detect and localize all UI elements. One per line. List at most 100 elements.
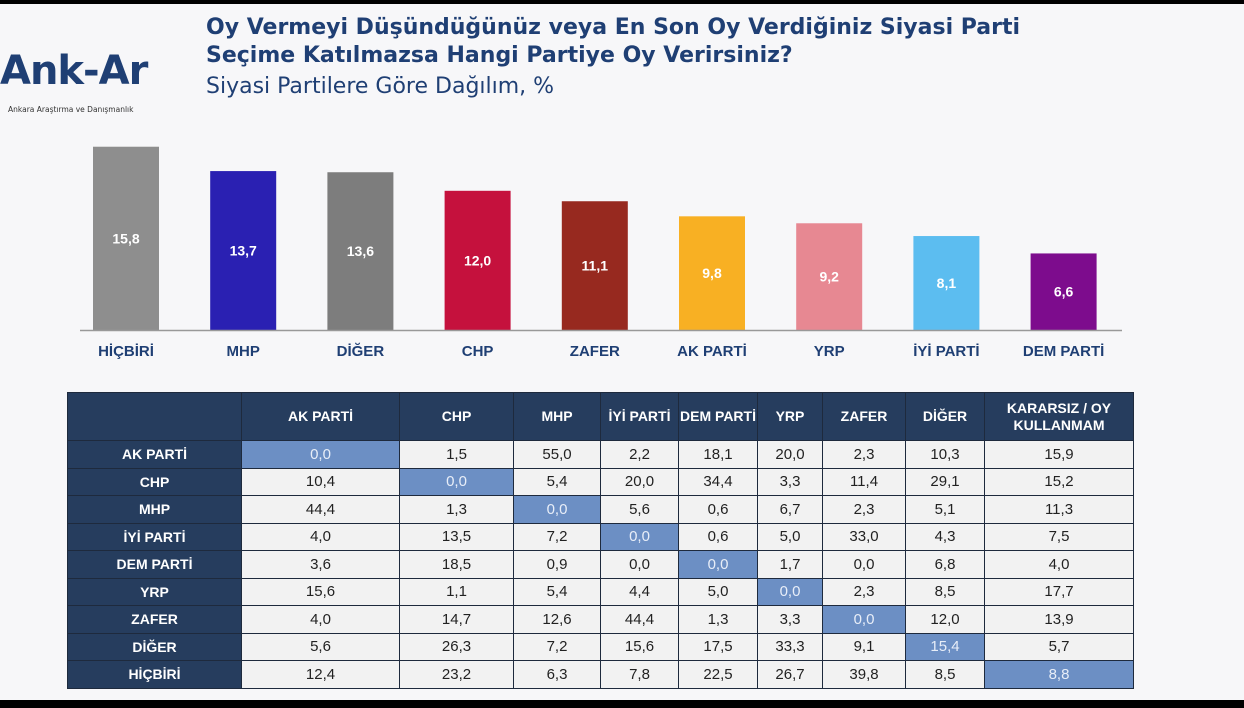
crosstab-table: AK PARTİ CHP MHP İYİ PARTİ DEM PARTİ YRP ZAFER… [67,392,1134,689]
table-cell: 14,7 [399,605,514,634]
table-cell: 2,2 [600,440,679,469]
table-cell: 18,1 [678,440,758,469]
table-cell: 0,0 [822,550,906,579]
data-label: 15,8 [112,230,139,246]
table-cell: 5,0 [678,577,758,606]
table-row: DİĞER 5,6 26,3 7,2 15,6 17,5 33,3 9,1 15,4 5,7 [67,632,1134,661]
table-cell: 7,2 [513,632,601,661]
table-cell: 0,6 [678,495,758,524]
row-header: MHP [67,495,242,524]
column-header: KARARSIZ / OY KULLANMAM [984,392,1134,441]
row-header: İYİ PARTİ [67,522,242,551]
table-cell: 5,6 [600,495,679,524]
table-cell: 44,4 [241,495,400,524]
row-header: DİĞER [67,632,242,661]
row-header: ZAFER [67,605,242,634]
table-cell: 26,3 [399,632,514,661]
table-cell: 4,4 [600,577,679,606]
table-cell: 18,5 [399,550,514,579]
table-row: YRP 15,6 1,1 5,4 4,4 5,0 0,0 2,3 8,5 17,7 [67,577,1134,606]
column-header: AK PARTİ [241,392,400,441]
table-cell: 44,4 [600,605,679,634]
logo-subtext: Ankara Araştırma ve Danışmanlık [8,105,134,114]
column-header: İYİ PARTİ [600,392,679,441]
row-header: HİÇBİRİ [67,660,242,689]
table-cell: 2,3 [822,495,906,524]
table-cell: 34,4 [678,467,758,496]
bar-chart: 15,8 HİÇBİRİ 13,7 MHP 13,6 DİĞER 12,0 CHP 11,1 ZA… [80,146,1122,360]
data-label: 9,2 [819,269,839,285]
category-label: CHP [462,343,494,360]
page-title: Oy Vermeyi Düşündüğünüz veya En Son Oy V… [206,14,1020,70]
table-cell: 3,3 [757,605,823,634]
table-cell: 12,6 [513,605,601,634]
table-cell: 9,1 [822,632,906,661]
table-cell: 0,0 [241,440,400,469]
table-row: MHP 44,4 1,3 0,0 5,6 0,6 6,7 2,3 5,1 11,3 [67,495,1134,524]
table-cell: 4,3 [905,522,985,551]
table-cell: 5,7 [984,632,1134,661]
column-header: CHP [399,392,514,441]
table-row: DEM PARTİ 3,6 18,5 0,9 0,0 0,0 1,7 0,0 6,8 4,0 [67,550,1134,579]
table-cell: 4,0 [241,605,400,634]
table-cell: 26,7 [757,660,823,689]
bar [561,201,628,330]
table-cell: 1,3 [399,495,514,524]
table-cell: 0,9 [513,550,601,579]
category-label: ZAFER [570,343,620,360]
table-cell: 6,8 [905,550,985,579]
table-cell: 17,7 [984,577,1134,606]
table-cell: 15,6 [241,577,400,606]
bar [913,236,980,330]
bar [679,216,745,330]
data-label: 9,8 [702,265,722,281]
column-header: YRP [757,392,823,441]
table-cell: 10,4 [241,467,400,496]
table-cell: 2,3 [822,440,906,469]
row-header: AK PARTİ [67,440,242,469]
data-label: 13,7 [230,243,257,259]
table-cell: 15,9 [984,440,1134,469]
table-cell: 0,0 [600,550,679,579]
category-label: İYİ PARTİ [913,343,979,360]
table-cell: 1,5 [399,440,514,469]
table-cell: 1,3 [678,605,758,634]
table-cell: 15,6 [600,632,679,661]
table-cell: 7,5 [984,522,1134,551]
table-cell: 0,6 [678,522,758,551]
table-cell: 0,0 [513,495,601,524]
column-header: DİĞER [905,392,985,441]
table-cell: 11,3 [984,495,1134,524]
page-subtitle: Siyasi Partilere Göre Dağılım, % [206,74,555,99]
table-cell: 15,2 [984,467,1134,496]
table-row: İYİ PARTİ 4,0 13,5 7,2 0,0 0,6 5,0 33,0 4,3 7,5 [67,522,1134,551]
table-cell: 12,4 [241,660,400,689]
category-label: DİĞER [337,342,385,360]
table-cell: 15,4 [905,632,985,661]
table-row: ZAFER 4,0 14,7 12,6 44,4 1,3 3,3 0,0 12,0 13,9 [67,605,1134,634]
bar [444,190,511,330]
table-cell: 20,0 [757,440,823,469]
table-cell: 6,3 [513,660,601,689]
table-row: CHP 10,4 0,0 5,4 20,0 34,4 3,3 11,4 29,1 15,2 [67,467,1134,496]
table-cell: 8,8 [984,660,1134,689]
table-cell: 20,0 [600,467,679,496]
table-cell: 5,4 [513,467,601,496]
table-cell: 13,5 [399,522,514,551]
table-cell: 8,5 [905,660,985,689]
table-cell: 4,0 [241,522,400,551]
category-label: AK PARTİ [677,343,747,360]
table-cell: 55,0 [513,440,601,469]
table-cell: 7,8 [600,660,679,689]
bar [210,171,277,330]
row-header: CHP [67,467,242,496]
table-cell: 7,2 [513,522,601,551]
table-cell: 29,1 [905,467,985,496]
table-cell: 8,5 [905,577,985,606]
data-label: 12,0 [464,252,491,268]
category-label: HİÇBİRİ [98,343,154,360]
corner-cell [67,392,242,441]
title-line-2: Seçime Katılmazsa Hangi Partiye Oy Verir… [206,43,793,68]
table-cell: 13,9 [984,605,1134,634]
data-label: 6,6 [1054,284,1074,300]
